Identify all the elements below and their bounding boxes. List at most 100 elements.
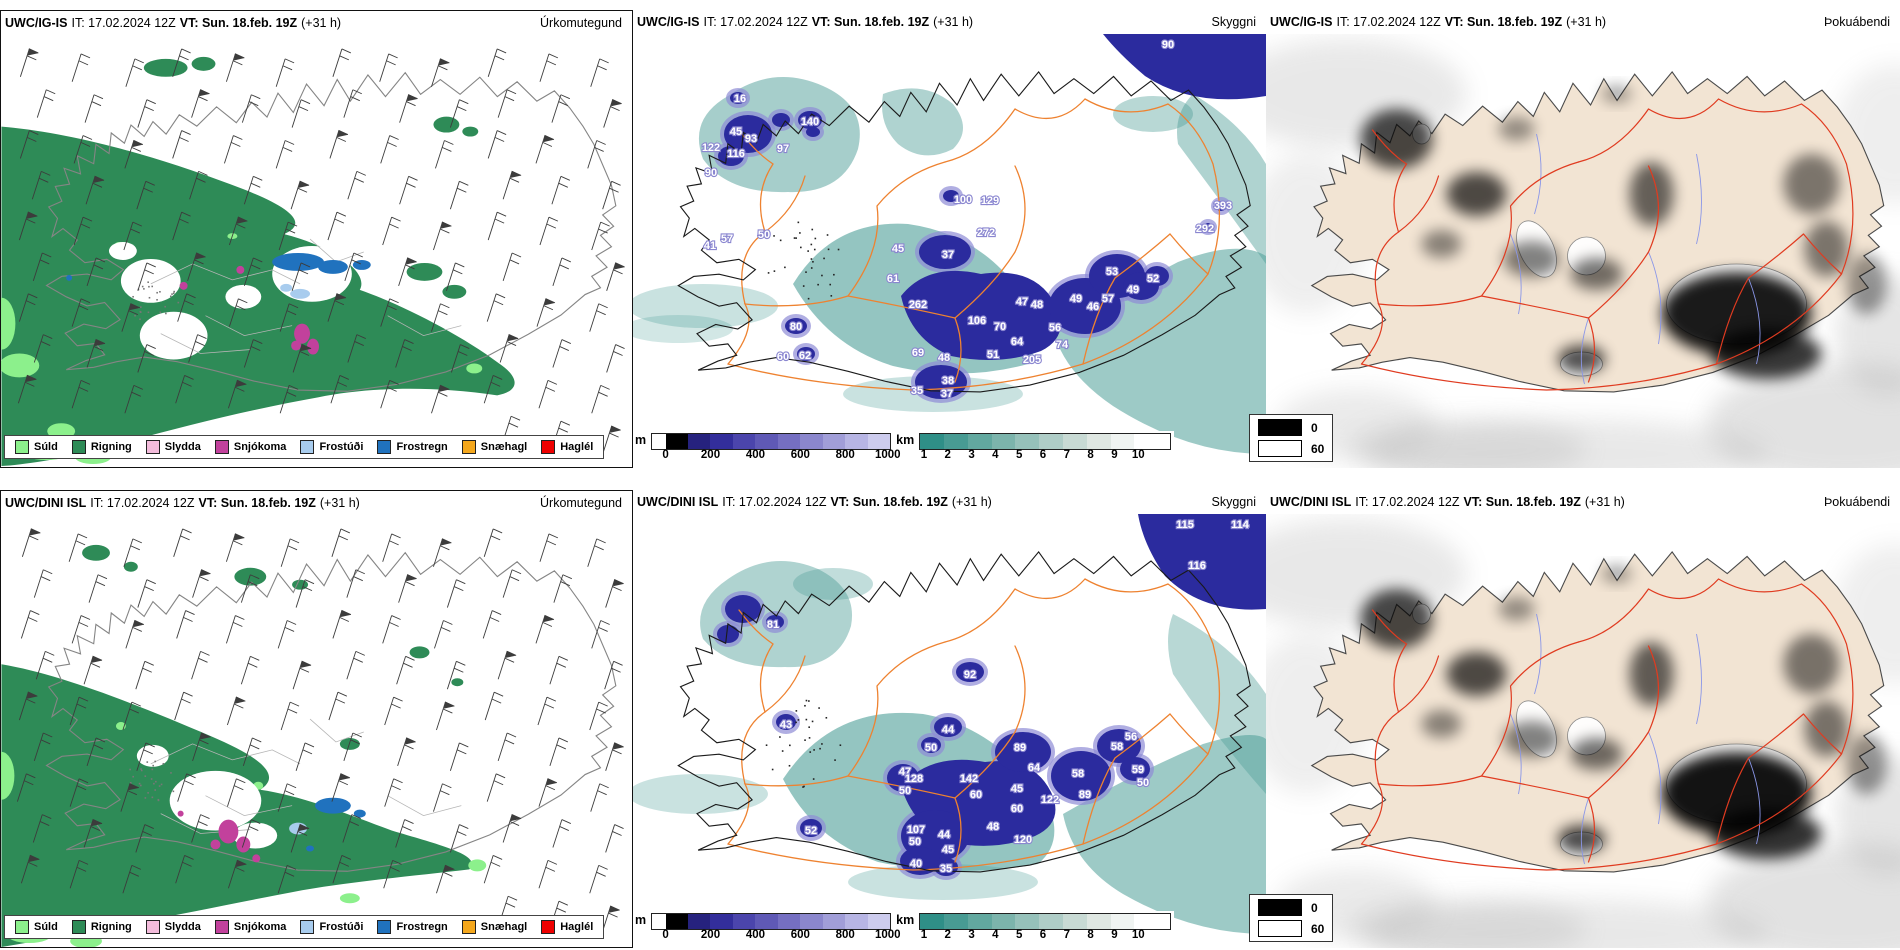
wind-barbs: [17, 48, 625, 455]
visibility-value: 37: [942, 249, 954, 261]
visibility-value: 51: [987, 349, 999, 361]
visibility-value: 37: [941, 388, 953, 400]
visibility-value: 44: [942, 724, 955, 736]
visibility-value: 292: [1196, 223, 1214, 235]
legend-swatch: [461, 920, 476, 934]
visibility-value: 90: [1162, 39, 1174, 51]
colorbar-tick-label: 1000: [874, 449, 901, 461]
colorbar-segment: [822, 914, 846, 929]
colorbar-segment: [652, 434, 666, 449]
visibility-value: 62: [799, 350, 811, 362]
legend-label: Frostúði: [319, 441, 364, 453]
fog-density-areas: [1360, 565, 1887, 859]
colorbar-tick-label: 10: [1131, 449, 1145, 461]
model-name: UWC/IG-IS: [5, 16, 68, 30]
colorbar-segment: [755, 914, 778, 929]
legend-swatch: [377, 920, 392, 934]
legend-item-haglél: Haglél: [541, 440, 593, 454]
visibility-value: 92: [964, 669, 976, 681]
init-time: IT: 17.02.2024 12Z: [90, 496, 195, 510]
product-label: Úrkomutegund: [540, 16, 622, 30]
legend-item-súld: Súld: [15, 440, 58, 454]
colorbar-tick-label: 9: [1111, 929, 1118, 941]
visibility-value: 47: [1016, 296, 1028, 308]
legend-label: Haglél: [560, 921, 594, 933]
colorbar-tick-label: 6: [1039, 929, 1047, 941]
fog-legend-row: 60: [1258, 440, 1324, 457]
road-network: [1360, 98, 1854, 391]
init-time: IT: 17.02.2024 12Z: [71, 16, 176, 30]
visibility-value: 61: [887, 273, 899, 285]
visibility-value: 60: [970, 789, 982, 801]
terrain-speckles: [765, 699, 842, 788]
init-time: IT: 17.02.2024 12Z: [1355, 495, 1460, 509]
lead-time: (+31 h): [933, 15, 974, 29]
visibility-value: 115: [1176, 519, 1194, 531]
precip-map: Súld Rigning Slydda Snjókoma Frostúði Frostre…: [1, 35, 632, 467]
colorbar-segment: [710, 434, 733, 449]
sea-cloud-shading: [1266, 39, 1900, 468]
colorbar-segment: [800, 434, 823, 449]
legend-item-rigning: Rigning: [71, 920, 132, 934]
product-label: Skyggni: [1211, 15, 1256, 29]
visibility-value: 69: [912, 347, 924, 359]
product-label: Úrkomutegund: [540, 496, 622, 510]
colorbar-segment: [1015, 434, 1040, 449]
colorbar-segment: [665, 914, 689, 929]
colorbar-segment: [920, 914, 944, 929]
colorbar-segment: [822, 434, 846, 449]
legend-item-snæhagl: Snæhagl: [461, 920, 527, 934]
visibility-value: 205: [1023, 354, 1041, 366]
colorbar-mbar: 0 200 400 600 800 1000: [651, 433, 901, 461]
fog-indicator-legend: 0 60: [1249, 414, 1334, 462]
colorbar-segment: [710, 914, 733, 929]
rivers: [1510, 133, 1761, 385]
colorbar-tick-label: 600: [790, 449, 810, 461]
legend-item-slydda: Slydda: [145, 440, 201, 454]
visibility-value: 89: [1014, 742, 1026, 754]
panel-precip-igis: UWC/IG-IS IT: 17.02.2024 12Z VT: Sun. 18.f…: [0, 10, 633, 468]
legend-label: Haglél: [560, 441, 594, 453]
model-run-info: UWC/IG-IS IT: 17.02.2024 12Z VT: Sun. 18.f…: [1270, 15, 1610, 29]
visibility-value: 52: [805, 825, 817, 837]
colorbar-unit-m: m: [635, 433, 647, 447]
colorbar-segment: [1039, 914, 1063, 929]
legend-swatch: [541, 920, 556, 934]
colorbar-segment: [688, 914, 711, 929]
colorbar-segment: [1062, 434, 1087, 449]
visibility-value: 40: [910, 858, 922, 870]
fog-legend-row: 0: [1258, 899, 1324, 916]
visibility-value: 48: [1031, 299, 1043, 311]
colorbar-tick-label: 9: [1111, 449, 1118, 461]
colorbar-segment: [652, 914, 666, 929]
product-label: Þokuábendi: [1823, 15, 1890, 29]
legend-item-frostregn: Frostregn: [377, 440, 448, 454]
visibility-value: 70: [994, 321, 1006, 333]
precip-map-svg: [1, 35, 632, 467]
fog-legend-swatch: [1258, 419, 1302, 436]
visibility-value: 122: [1041, 794, 1059, 806]
visibility-value: 122: [702, 142, 720, 154]
precip-map: Súld Rigning Slydda Snjókoma Frostúði Frostre…: [1, 515, 632, 947]
legend-item-haglél: Haglél: [541, 920, 593, 934]
colorbar-segment: [1086, 914, 1111, 929]
colorbar-tick-label: 400: [745, 449, 765, 461]
visibility-value: 142: [960, 773, 978, 785]
visibility-colorbar: m 0 200 400 600 800 1000 km 1 2 3 4 5 6 7 8 9 10: [633, 911, 1175, 944]
visibility-value: 90: [705, 167, 717, 179]
visibility-value: 48: [987, 821, 999, 833]
colorbar-tick-label: 1: [920, 929, 928, 941]
panel-header: UWC/DINI ISL IT: 17.02.2024 12Z VT: Sun. 1…: [1266, 490, 1900, 514]
legend-label: Snjókoma: [233, 441, 287, 453]
colorbar-segment: [1015, 914, 1040, 929]
precip-map-svg: [1, 515, 632, 947]
iceland-coastline: [45, 71, 617, 392]
model-name: UWC/DINI ISL: [1270, 495, 1352, 509]
colorbar-segment: [1062, 914, 1087, 929]
legend-item-snæhagl: Snæhagl: [461, 440, 527, 454]
model-name: UWC/IG-IS: [1270, 15, 1333, 29]
terrain-speckles: [132, 281, 180, 321]
precip-type-legend: Súld Rigning Slydda Snjókoma Frostúði Frostre…: [4, 435, 605, 459]
legend-swatch: [541, 440, 556, 454]
colorbar-segment: [732, 914, 756, 929]
